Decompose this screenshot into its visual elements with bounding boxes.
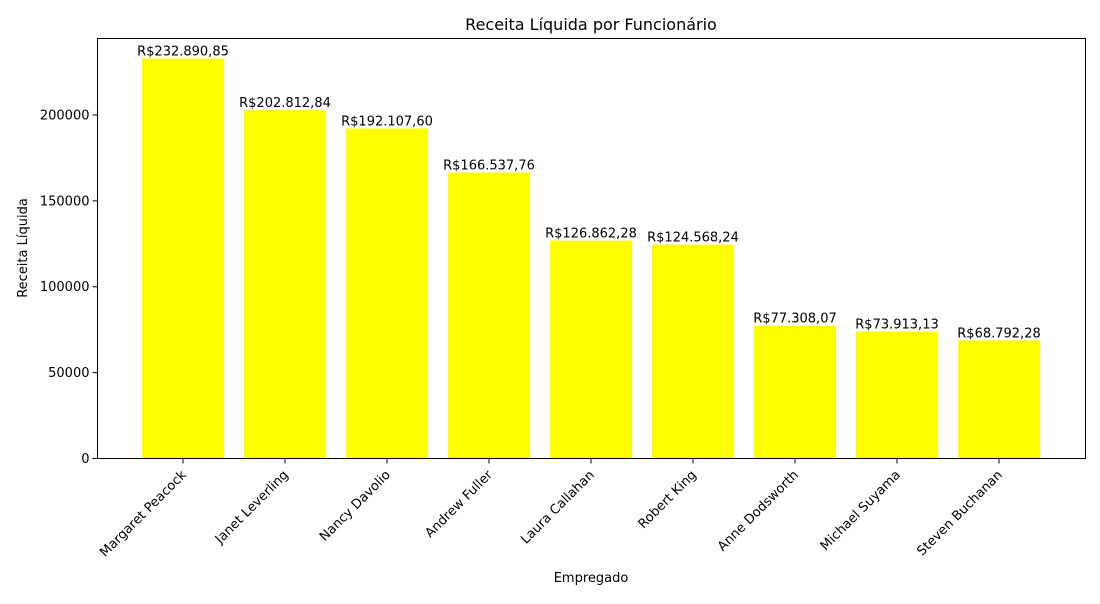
x-axis: Margaret Peacock Janet Leverling Nancy Dav… — [97, 458, 1006, 560]
bar — [448, 172, 530, 459]
data-label: R$126.862,28 — [545, 227, 637, 242]
bar — [142, 58, 224, 459]
data-label: R$73.913,13 — [855, 318, 938, 333]
x-axis-label: Empregado — [554, 571, 629, 586]
bar — [652, 244, 734, 459]
x-tick-label: Laura Callahan — [518, 468, 598, 548]
chart-title: Receita Líquida por Funcionário — [465, 15, 717, 34]
data-label: R$68.792,28 — [957, 326, 1040, 341]
data-label: R$166.537,76 — [443, 158, 535, 173]
y-tick-label: 200000 — [40, 108, 90, 123]
bar — [856, 331, 938, 459]
y-tick-label: 100000 — [40, 280, 90, 295]
y-axis: 0 50000 100000 150000 200000 — [40, 108, 98, 467]
x-tick-label: Andrew Fuller — [422, 467, 496, 541]
x-tick-label: Janet Leverling — [212, 468, 292, 548]
data-labels-layer: R$232.890,85 R$202.812,84 R$192.107,60 R$16… — [137, 44, 1041, 341]
x-tick-label: Michael Suyama — [818, 468, 904, 554]
y-tick-label: 0 — [81, 452, 89, 467]
bars-layer — [142, 58, 1040, 459]
x-tick-label: Anne Dodsworth — [715, 468, 802, 555]
data-label: R$77.308,07 — [753, 312, 836, 327]
bar — [958, 340, 1040, 459]
bar — [346, 128, 428, 459]
y-axis-label: Receita Líquida — [16, 198, 31, 298]
x-tick-label: Nancy Davolio — [317, 468, 394, 545]
y-tick-label: 50000 — [48, 366, 89, 381]
bar — [244, 110, 326, 459]
data-label: R$202.812,84 — [239, 96, 331, 111]
plot-frame — [97, 38, 1086, 459]
data-label: R$192.107,60 — [341, 115, 433, 130]
x-tick-label: Margaret Peacock — [97, 467, 190, 560]
bar — [550, 240, 632, 459]
data-label: R$124.568,24 — [647, 231, 739, 246]
x-tick-label: Robert King — [636, 468, 700, 532]
data-label: R$232.890,85 — [137, 44, 229, 59]
y-tick-label: 150000 — [40, 194, 90, 209]
x-tick-label: Steven Buchanan — [914, 468, 1005, 559]
bar — [754, 325, 836, 459]
